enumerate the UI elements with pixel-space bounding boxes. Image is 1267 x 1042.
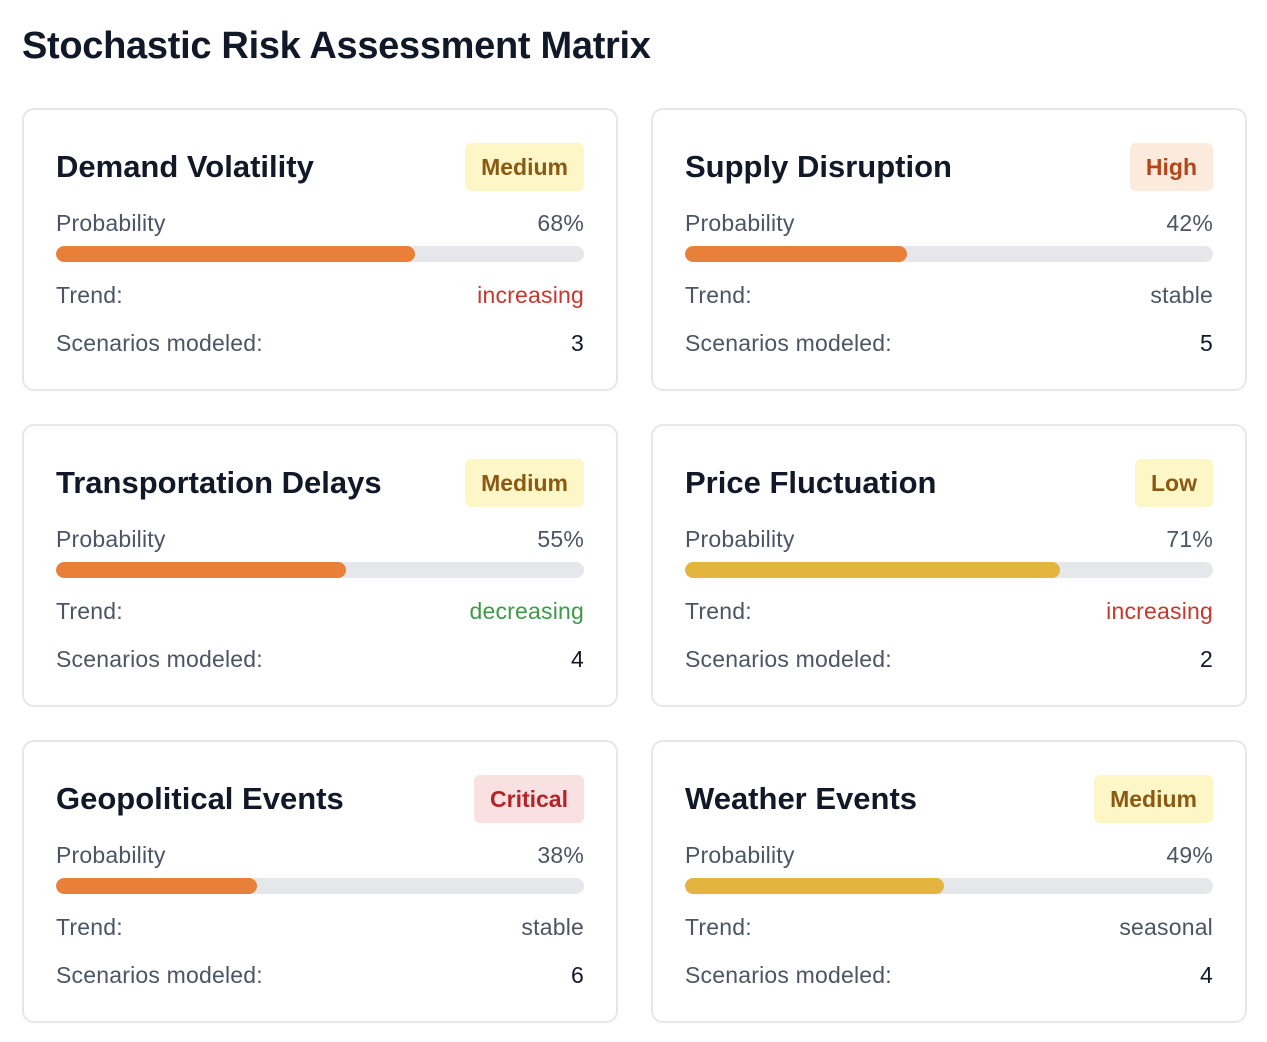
probability-row: Probability 42%	[685, 210, 1213, 237]
risk-card-title: Geopolitical Events	[56, 781, 344, 816]
probability-bar	[685, 246, 1213, 262]
risk-card-header: Geopolitical Events Critical	[56, 774, 584, 824]
trend-row: Trend: decreasing	[56, 598, 584, 625]
trend-row: Trend: increasing	[685, 598, 1213, 625]
probability-label: Probability	[685, 210, 795, 236]
severity-badge: Critical	[474, 775, 584, 823]
probability-row: Probability 49%	[685, 842, 1213, 869]
probability-bar-fill	[685, 562, 1060, 578]
probability-value: 38%	[537, 842, 584, 868]
probability-bar	[685, 562, 1213, 578]
probability-bar-fill	[685, 878, 944, 894]
scenarios-value: 3	[571, 330, 584, 356]
probability-bar-fill	[56, 246, 416, 262]
probability-bar-fill	[685, 246, 907, 262]
risk-card-header: Supply Disruption High	[685, 142, 1213, 192]
scenarios-label: Scenarios modeled:	[685, 646, 892, 672]
severity-badge: High	[1129, 143, 1213, 191]
scenarios-label: Scenarios modeled:	[685, 962, 892, 988]
trend-label: Trend:	[56, 598, 123, 624]
risk-card-title: Weather Events	[685, 781, 918, 816]
scenarios-row: Scenarios modeled: 3	[56, 330, 584, 357]
probability-bar	[56, 246, 584, 262]
risk-card-header: Transportation Delays Medium	[56, 458, 584, 508]
probability-bar-fill	[56, 562, 347, 578]
probability-bar-fill	[56, 878, 257, 894]
trend-label: Trend:	[685, 282, 752, 308]
probability-row: Probability 68%	[56, 210, 584, 237]
page-title: Stochastic Risk Assessment Matrix	[22, 25, 651, 67]
scenarios-label: Scenarios modeled:	[56, 646, 263, 672]
scenarios-value: 4	[571, 646, 584, 672]
risk-card-title: Supply Disruption	[685, 149, 952, 184]
trend-label: Trend:	[685, 598, 752, 624]
probability-label: Probability	[56, 842, 166, 868]
scenarios-row: Scenarios modeled: 6	[56, 962, 584, 989]
trend-row: Trend: seasonal	[685, 914, 1213, 941]
risk-card-header: Weather Events Medium	[685, 774, 1213, 824]
probability-value: 71%	[1166, 526, 1213, 552]
probability-label: Probability	[685, 526, 795, 552]
scenarios-label: Scenarios modeled:	[685, 330, 892, 356]
trend-value: seasonal	[1119, 914, 1213, 940]
probability-row: Probability 38%	[56, 842, 584, 869]
trend-label: Trend:	[685, 914, 752, 940]
severity-badge: Low	[1135, 459, 1213, 507]
risk-card-title: Transportation Delays	[56, 465, 382, 500]
probability-value: 42%	[1166, 210, 1213, 236]
trend-value: increasing	[1106, 598, 1213, 624]
risk-card[interactable]: Supply Disruption High Probability 42% T…	[651, 108, 1247, 391]
severity-badge: Medium	[465, 143, 584, 191]
probability-label: Probability	[685, 842, 795, 868]
risk-card[interactable]: Geopolitical Events Critical Probability…	[22, 740, 618, 1023]
severity-badge: Medium	[1094, 775, 1213, 823]
severity-badge: Medium	[465, 459, 584, 507]
risk-card[interactable]: Transportation Delays Medium Probability…	[22, 424, 618, 707]
risk-card[interactable]: Demand Volatility Medium Probability 68%…	[22, 108, 618, 391]
probability-bar	[56, 562, 584, 578]
probability-label: Probability	[56, 526, 166, 552]
scenarios-label: Scenarios modeled:	[56, 962, 263, 988]
scenarios-row: Scenarios modeled: 4	[56, 646, 584, 673]
risk-card[interactable]: Weather Events Medium Probability 49% Tr…	[651, 740, 1247, 1023]
risk-card-header: Demand Volatility Medium	[56, 142, 584, 192]
scenarios-value: 5	[1200, 330, 1213, 356]
trend-label: Trend:	[56, 914, 123, 940]
trend-value: stable	[521, 914, 584, 940]
risk-card-title: Demand Volatility	[56, 149, 314, 184]
trend-row: Trend: stable	[685, 282, 1213, 309]
risk-card-title: Price Fluctuation	[685, 465, 937, 500]
probability-value: 68%	[537, 210, 584, 236]
scenarios-label: Scenarios modeled:	[56, 330, 263, 356]
trend-value: increasing	[477, 282, 584, 308]
trend-row: Trend: increasing	[56, 282, 584, 309]
probability-bar	[56, 878, 584, 894]
risk-card-grid: Demand Volatility Medium Probability 68%…	[22, 108, 1247, 1023]
scenarios-value: 2	[1200, 646, 1213, 672]
trend-label: Trend:	[56, 282, 123, 308]
probability-row: Probability 71%	[685, 526, 1213, 553]
trend-value: decreasing	[469, 598, 584, 624]
risk-card[interactable]: Price Fluctuation Low Probability 71% Tr…	[651, 424, 1247, 707]
scenarios-row: Scenarios modeled: 4	[685, 962, 1213, 989]
trend-row: Trend: stable	[56, 914, 584, 941]
probability-label: Probability	[56, 210, 166, 236]
probability-row: Probability 55%	[56, 526, 584, 553]
scenarios-value: 4	[1200, 962, 1213, 988]
probability-bar	[685, 878, 1213, 894]
scenarios-row: Scenarios modeled: 5	[685, 330, 1213, 357]
risk-card-header: Price Fluctuation Low	[685, 458, 1213, 508]
probability-value: 49%	[1166, 842, 1213, 868]
trend-value: stable	[1150, 282, 1213, 308]
scenarios-row: Scenarios modeled: 2	[685, 646, 1213, 673]
probability-value: 55%	[537, 526, 584, 552]
scenarios-value: 6	[571, 962, 584, 988]
